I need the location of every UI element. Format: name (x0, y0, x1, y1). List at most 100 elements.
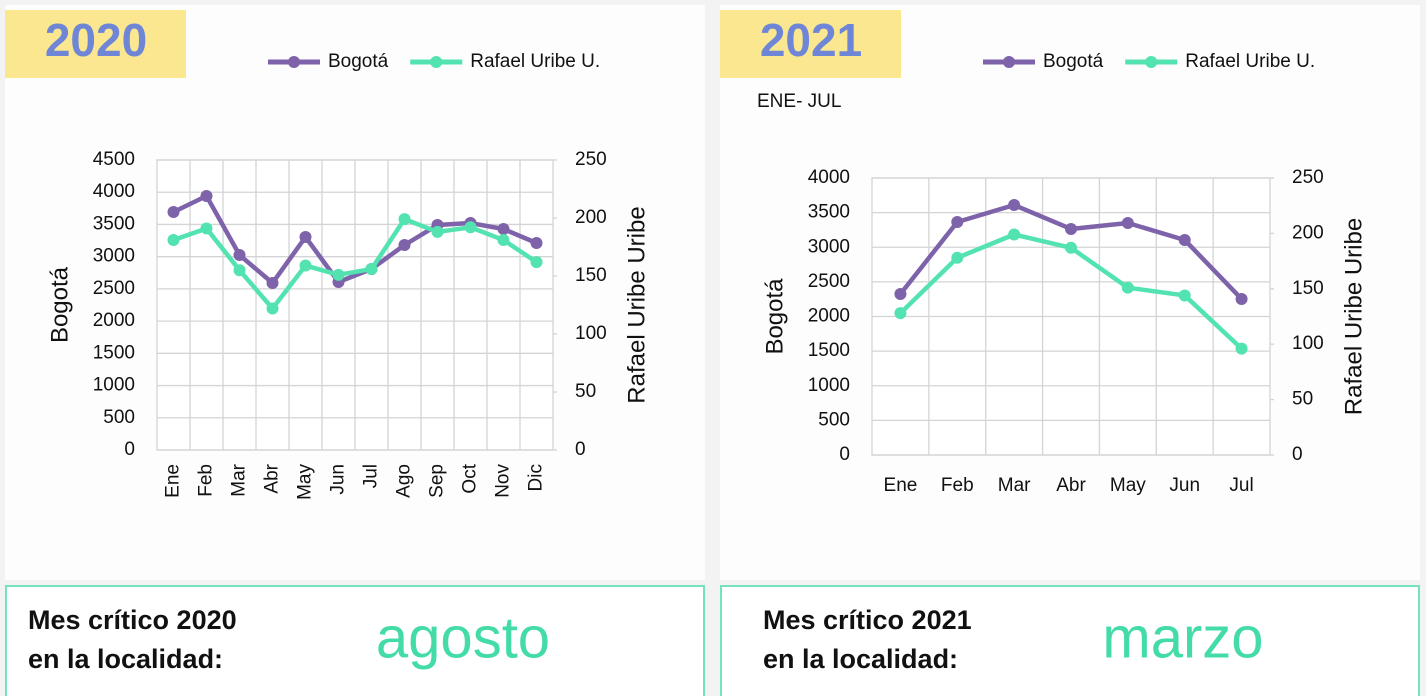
data-point (894, 287, 907, 300)
data-point (365, 263, 378, 276)
x-tick-label: Jun (328, 464, 349, 495)
critical-label: Mes crítico 2021 (763, 605, 972, 635)
y2-tick-label: 200 (1292, 222, 1324, 243)
y-tick-label: 3500 (808, 202, 850, 223)
data-point (497, 234, 510, 247)
y2-tick-label: 100 (1292, 333, 1324, 354)
y2-tick-label: 150 (1292, 278, 1324, 299)
y-tick-label: 3000 (808, 236, 850, 257)
data-point (266, 277, 279, 290)
legend-label: Rafael Uribe U. (470, 51, 600, 72)
y-tick-label: 3000 (93, 246, 135, 267)
legend-label: Bogotá (328, 51, 389, 72)
y2-tick-label: 0 (1292, 444, 1303, 465)
x-tick-label: Oct (460, 463, 481, 493)
data-point (299, 259, 312, 272)
data-point (266, 302, 279, 315)
data-point (299, 231, 312, 244)
y-axis-label: Bogotá (761, 278, 788, 355)
x-tick-label: Feb (196, 464, 217, 497)
x-tick-label: Abr (262, 463, 283, 493)
x-tick-label: Jul (1229, 475, 1253, 496)
data-point (1178, 289, 1191, 302)
chart-subtitle: ENE- JUL (757, 91, 841, 112)
data-point (530, 256, 543, 269)
data-point (497, 223, 510, 236)
y-tick-label: 1000 (808, 375, 850, 396)
data-point (1235, 342, 1248, 355)
legend-label: Bogotá (1043, 51, 1104, 72)
data-point (530, 237, 543, 250)
y-tick-label: 4000 (808, 167, 850, 188)
title-box (720, 10, 901, 78)
data-point (1178, 233, 1191, 246)
chart-title: 2020 (45, 14, 147, 66)
critical-label: en la localidad: (28, 644, 223, 674)
y-tick-label: 500 (818, 409, 850, 430)
data-point (1121, 281, 1134, 294)
data-point (398, 239, 411, 252)
data-point (167, 234, 180, 247)
y2-tick-label: 250 (575, 149, 607, 170)
y2-axis-label: Rafael Uribe Uribe (623, 206, 650, 403)
x-tick-label: May (1110, 475, 1146, 496)
y-tick-label: 2000 (808, 306, 850, 327)
data-point (1008, 228, 1021, 241)
y2-tick-label: 200 (575, 207, 607, 228)
data-point (233, 248, 246, 261)
legend-marker (1145, 56, 1158, 68)
y-tick-label: 4000 (93, 181, 135, 202)
data-point (464, 221, 477, 234)
data-point (398, 213, 411, 226)
legend-marker (1003, 56, 1015, 68)
y2-tick-label: 100 (575, 323, 607, 344)
x-tick-label: Mar (229, 463, 250, 496)
x-tick-label: Ene (884, 475, 918, 496)
critical-box (5, 585, 705, 696)
x-tick-label: Abr (1056, 475, 1086, 496)
critical-label: Mes crítico 2020 (28, 605, 237, 635)
critical-label: en la localidad: (763, 644, 958, 674)
y-tick-label: 0 (124, 439, 135, 460)
data-point (1065, 222, 1077, 235)
critical-month: marzo (1102, 605, 1263, 670)
critical-month: agosto (376, 605, 550, 670)
chart-title: 2021 (760, 14, 862, 66)
legend-marker (430, 56, 443, 68)
y-tick-label: 500 (103, 407, 135, 428)
x-tick-label: May (295, 464, 316, 500)
data-point (200, 190, 213, 203)
y2-tick-label: 250 (1292, 167, 1324, 188)
data-point (1235, 292, 1248, 305)
data-point (894, 307, 907, 320)
y2-axis-label: Rafael Uribe Uribe (1340, 218, 1367, 415)
x-tick-label: Feb (941, 475, 974, 496)
x-tick-label: Nov (493, 464, 514, 498)
data-point (332, 268, 345, 281)
x-tick-label: Ene (163, 464, 184, 498)
y-axis-label: Bogotá (46, 266, 73, 343)
x-tick-label: Jun (1169, 475, 1200, 496)
legend-marker (288, 56, 300, 68)
data-point (1008, 199, 1021, 212)
y-tick-label: 4500 (93, 149, 135, 170)
y-tick-label: 2000 (93, 310, 135, 331)
y2-tick-label: 0 (575, 439, 586, 460)
y-tick-label: 2500 (93, 278, 135, 299)
data-point (1121, 217, 1134, 230)
x-tick-label: Ago (394, 464, 415, 498)
y-tick-label: 1500 (93, 342, 135, 363)
data-point (167, 206, 180, 219)
data-point (431, 225, 444, 238)
data-point (951, 251, 964, 264)
title-box (5, 10, 186, 78)
data-point (200, 222, 213, 235)
data-point (951, 215, 964, 228)
y-tick-label: 2500 (808, 271, 850, 292)
x-tick-label: Dic (526, 464, 547, 491)
y-tick-label: 0 (839, 444, 850, 465)
critical-box (720, 585, 1420, 696)
x-tick-label: Mar (998, 475, 1031, 496)
